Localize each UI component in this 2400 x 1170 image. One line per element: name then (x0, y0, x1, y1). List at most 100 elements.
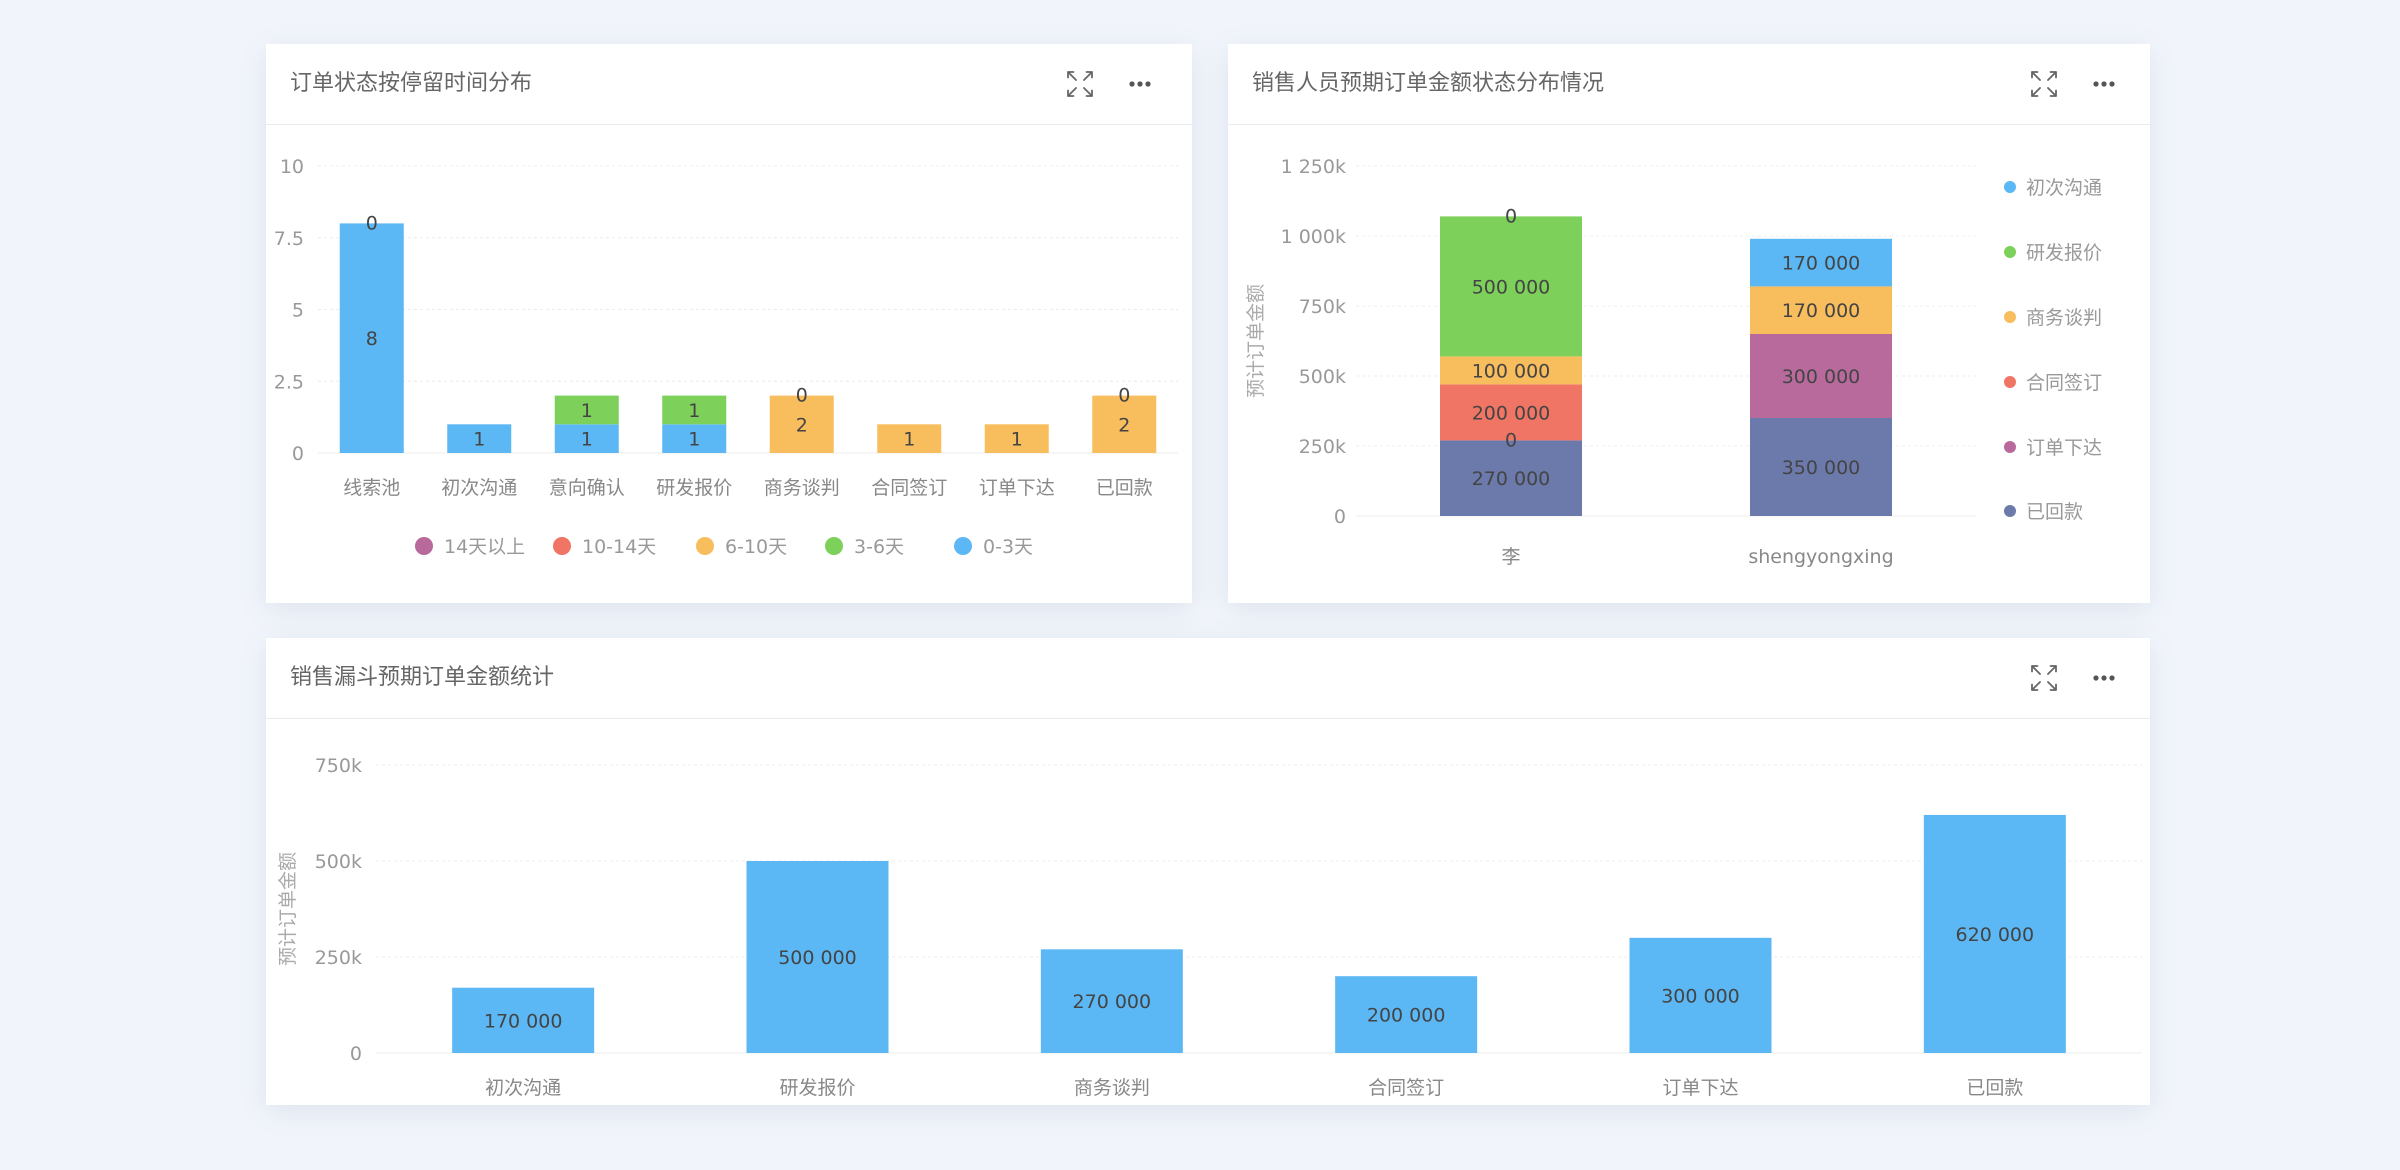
bar-segment (662, 424, 727, 453)
legend-marker (696, 537, 714, 555)
y-axis-title: 预计订单金额 (1245, 284, 1267, 398)
legend-label: 10-14天 (582, 536, 656, 558)
y-tick-label: 500k (315, 851, 362, 873)
y-tick-label: 1 250k (1281, 156, 1346, 178)
data-label: 1 (1011, 429, 1023, 451)
data-label: 1 (688, 429, 700, 451)
x-tick-label: 商务谈判 (1074, 1077, 1150, 1099)
bar-segment (1629, 937, 1772, 1053)
data-label: 620 000 (1956, 924, 2035, 946)
x-tick-label: 已回款 (1966, 1077, 2023, 1099)
legend-marker (553, 537, 571, 555)
y-tick-label: 250k (315, 947, 362, 969)
legend-label: 订单下达 (2026, 437, 2102, 459)
bar-segment (1440, 440, 1582, 516)
legend-label: 已回款 (2026, 501, 2083, 523)
legend-label: 6-10天 (725, 536, 787, 558)
bar-segment (447, 424, 512, 453)
data-label: 2 (1118, 414, 1130, 436)
data-label: 100 000 (1472, 360, 1551, 382)
more-icon[interactable] (2088, 662, 2120, 694)
x-tick-label: 李 (1501, 546, 1520, 568)
bar-segment (662, 395, 727, 425)
x-tick-label: 意向确认 (549, 477, 625, 499)
data-label: 0 (796, 385, 808, 407)
legend-label: 合同签订 (2026, 372, 2102, 394)
panel-title: 销售漏斗预期订单金额统计 (290, 665, 555, 690)
more-icon[interactable] (2088, 68, 2120, 100)
x-tick-label: shengyongxing (1748, 546, 1893, 568)
bar-segment (1440, 356, 1582, 385)
y-tick-label: 750k (1299, 296, 1346, 318)
bar-segment (877, 424, 942, 453)
bar-segment (1040, 949, 1183, 1053)
more-icon[interactable] (1124, 68, 1156, 100)
expand-icon[interactable] (2028, 662, 2060, 694)
y-axis-title: 预计订单金额 (277, 852, 299, 966)
legend-marker (2004, 246, 2016, 258)
legend-label: 0-3天 (983, 536, 1033, 558)
y-tick-label: 10 (280, 156, 304, 178)
legend-marker (2004, 311, 2016, 323)
data-label: 300 000 (1661, 985, 1740, 1007)
x-tick-label: 订单下达 (1662, 1077, 1738, 1099)
chart-panel-salesperson-amount: 销售人员预期订单金额状态分布情况 0 250k 500k 750k 1 000k 1 25… (1228, 44, 2150, 603)
bar-segment (1440, 384, 1582, 441)
legend-marker (2004, 441, 2016, 453)
data-label: 170 000 (1782, 300, 1861, 322)
x-tick-label: 合同签订 (1368, 1077, 1444, 1099)
data-label: 8 (366, 328, 378, 350)
bar-segment (1923, 814, 2066, 1053)
bar-chart: 0 250k 500k 750k 预计订单金额 170 000 500 000 270 000… (277, 755, 2142, 1099)
legend-marker (2004, 505, 2016, 517)
data-label: 350 000 (1782, 457, 1861, 479)
bar-segment (769, 395, 834, 453)
panel-header: 销售人员预期订单金额状态分布情况 (1228, 44, 2150, 125)
data-label: 270 000 (1073, 991, 1152, 1013)
bar-segment (554, 395, 619, 425)
data-label: 200 000 (1472, 402, 1551, 424)
bar-segment (1750, 286, 1892, 334)
legend-label: 14天以上 (444, 536, 525, 558)
legend-label: 3-6天 (854, 536, 904, 558)
legend-marker (2004, 181, 2016, 193)
data-label: 1 (581, 400, 593, 422)
y-tick-label: 500k (1299, 366, 1346, 388)
legend-marker (825, 537, 843, 555)
expand-icon[interactable] (2028, 68, 2060, 100)
data-label: 2 (796, 414, 808, 436)
stacked-bar-chart: 0 250k 500k 750k 1 000k 1 250k 预计订单金额 270 000 0 2… (1245, 156, 2102, 568)
bar-segment (452, 987, 595, 1053)
panel-title: 销售人员预期订单金额状态分布情况 (1252, 71, 1605, 96)
legend-marker (415, 537, 433, 555)
legend-marker (954, 537, 972, 555)
panel-header: 销售漏斗预期订单金额统计 (266, 638, 2150, 719)
y-tick-label: 0 (1334, 506, 1346, 528)
data-label: 0 (1118, 385, 1130, 407)
legend-label: 初次沟通 (2026, 177, 2102, 199)
bar-segment (1092, 395, 1157, 453)
data-label: 300 000 (1782, 366, 1861, 388)
y-tick-label: 2.5 (274, 371, 304, 393)
data-label: 170 000 (484, 1010, 563, 1032)
x-tick-label: 合同签订 (871, 477, 947, 499)
legend-label: 商务谈判 (2026, 307, 2102, 329)
x-tick-label: 商务谈判 (764, 477, 840, 499)
x-tick-label: 订单下达 (979, 477, 1055, 499)
y-tick-label: 1 000k (1281, 226, 1346, 248)
data-label: 500 000 (1472, 276, 1551, 298)
expand-icon[interactable] (1064, 68, 1096, 100)
x-tick-label: 初次沟通 (485, 1077, 561, 1099)
x-tick-label: 已回款 (1096, 477, 1153, 499)
y-tick-label: 0 (350, 1043, 362, 1065)
chart-panel-funnel-amount: 销售漏斗预期订单金额统计 0 250k 500k 750k 预计订单金额 170 000 5… (266, 638, 2150, 1105)
y-tick-label: 5 (292, 300, 304, 322)
bar-segment (1750, 238, 1892, 287)
data-label: 200 000 (1367, 1005, 1446, 1027)
bar-segment (984, 424, 1049, 453)
data-label: 1 (581, 429, 593, 451)
legend-marker (2004, 376, 2016, 388)
bar-segment (1440, 216, 1582, 357)
chart-panel-order-status: 订单状态按停留时间分布 0 2.5 5 7.5 10 8 0 1 1 1 1 1 2 0 1 1 2 0 线索池 初次… (266, 44, 1192, 603)
data-label: 0 (366, 212, 378, 234)
